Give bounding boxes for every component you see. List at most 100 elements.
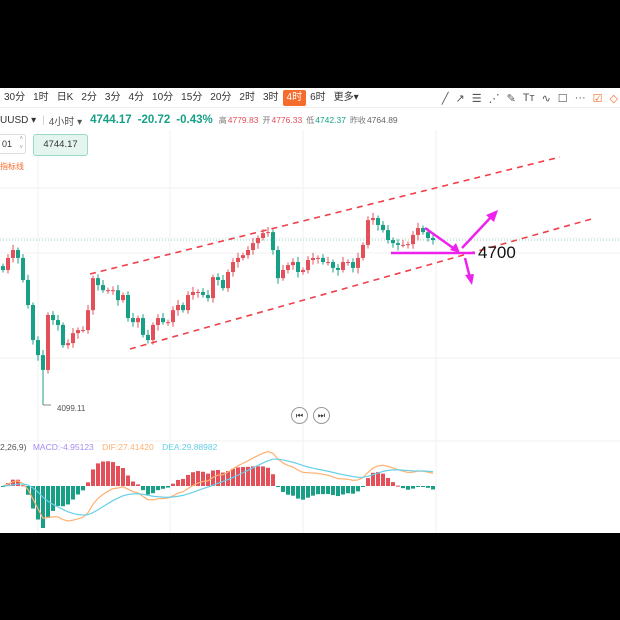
- candle-body: [431, 237, 435, 241]
- macd-histogram-bar: [216, 470, 220, 486]
- timeframe-3[interactable]: 2分: [81, 91, 97, 103]
- macd-histogram-bar: [16, 479, 20, 486]
- edit-icon[interactable]: ☑: [592, 92, 603, 105]
- candle-body: [346, 262, 350, 264]
- macd-histogram-bar: [186, 474, 190, 486]
- candle-body: [176, 305, 180, 311]
- candle-body: [166, 322, 170, 324]
- timeframe-12[interactable]: 6时: [310, 91, 326, 103]
- macd-histogram-bar: [211, 470, 215, 486]
- macd-histogram-bar: [311, 486, 315, 496]
- stepper-arrows-icon[interactable]: ˄ ˅: [19, 136, 23, 151]
- timeframe-7[interactable]: 15分: [181, 91, 203, 103]
- timeframe-13[interactable]: 更多▾: [333, 91, 359, 103]
- timeframe-0[interactable]: 30分: [4, 91, 26, 103]
- rectangle-icon[interactable]: ☐: [557, 92, 568, 105]
- timeframe-6[interactable]: 10分: [152, 91, 174, 103]
- period-selector[interactable]: 4小时 ▾: [48, 116, 83, 128]
- macd-histogram-bar: [66, 486, 70, 505]
- macd-histogram-bar: [221, 472, 225, 486]
- candle-body: [66, 343, 70, 346]
- macd-histogram-bar: [306, 486, 310, 498]
- macd-histogram-bar: [76, 486, 80, 495]
- candle-body: [76, 330, 80, 334]
- indicator-link[interactable]: 指标线: [0, 162, 24, 171]
- timeframe-8[interactable]: 20分: [210, 91, 232, 103]
- wave-icon[interactable]: ∿: [541, 92, 551, 105]
- macd-histogram-bar: [336, 486, 340, 497]
- candle-body: [186, 295, 190, 311]
- candlestick-chart[interactable]: [0, 88, 620, 533]
- candle-body: [396, 243, 400, 245]
- candle-body: [86, 310, 90, 331]
- eraser-icon[interactable]: ◇: [609, 92, 618, 105]
- macd-histogram-bar: [191, 472, 195, 486]
- candle-body: [216, 277, 220, 280]
- macd-histogram-bar: [316, 486, 320, 495]
- ray-icon[interactable]: ↗: [455, 92, 465, 105]
- number-stepper[interactable]: 01 ˄ ˅: [0, 134, 26, 154]
- candle-body: [251, 243, 255, 251]
- candle-body: [146, 334, 150, 341]
- pen-icon[interactable]: ✎: [506, 92, 516, 105]
- candle-body: [336, 267, 340, 270]
- chart-app: 30分 1时 日K 2分 3分 4分 10分 15分 20分 2时 3时 4时 6时 更多▾ ╱ ↗ ☰ ⋰ ✎ T…: [0, 88, 620, 533]
- macd-legend: 2,26,9) MACD:-4.95123 DIF:27.41420 DEA:2…: [0, 442, 217, 452]
- macd-params: 2,26,9): [0, 442, 27, 452]
- fan-icon[interactable]: ⋰: [488, 92, 500, 105]
- down-arrow-line: [424, 226, 457, 252]
- timeframe-1[interactable]: 1时: [33, 91, 49, 103]
- candle-body: [211, 277, 215, 299]
- candle-body: [26, 279, 30, 306]
- macd-histogram-bar: [81, 486, 85, 491]
- symbol-selector[interactable]: UUSD ▾: [0, 114, 37, 126]
- candle-body: [51, 314, 55, 321]
- candle-body: [21, 257, 25, 280]
- candle-body: [56, 320, 60, 325]
- macd-histogram-bar: [116, 465, 120, 486]
- macd-histogram-bar: [206, 473, 210, 486]
- candle-body: [286, 265, 290, 270]
- candle-body: [111, 290, 115, 292]
- timeframe-5[interactable]: 4分: [128, 91, 145, 103]
- candle-body: [356, 257, 360, 268]
- macd-histogram-bar: [376, 471, 380, 486]
- candle-body: [116, 290, 120, 301]
- open-label: 开: [262, 115, 271, 125]
- price-box[interactable]: 4744.17: [33, 134, 88, 156]
- macd-histogram-bar: [426, 486, 430, 488]
- candle-body: [136, 318, 140, 323]
- macd-histogram-bar: [391, 482, 395, 486]
- text-icon[interactable]: Tт: [522, 92, 535, 104]
- timeframe-10[interactable]: 3时: [262, 91, 279, 103]
- timeframe-11[interactable]: 4时: [282, 89, 307, 106]
- candle-body: [281, 269, 285, 279]
- candle-body: [406, 244, 410, 246]
- timeframe-4[interactable]: 3分: [104, 91, 121, 103]
- timeframe-2[interactable]: 日K: [56, 91, 74, 103]
- candle-body: [256, 237, 260, 244]
- stepper-value: 01: [2, 139, 13, 149]
- macd-histogram-bar: [61, 486, 65, 507]
- candle-body: [181, 305, 185, 311]
- candle-body: [231, 262, 235, 273]
- next-play-button[interactable]: ⏭: [313, 407, 330, 424]
- price-change: -20.72: [137, 114, 171, 126]
- parallel-channel-icon[interactable]: ☰: [471, 92, 482, 105]
- candle-body: [301, 269, 305, 273]
- macd-histogram-bar: [36, 486, 40, 520]
- macd-histogram-bar: [416, 486, 420, 487]
- candle-body: [426, 232, 430, 238]
- more-icon[interactable]: ···: [574, 92, 586, 104]
- timeframe-9[interactable]: 2时: [239, 91, 255, 103]
- candle-body: [321, 257, 325, 263]
- timeframe-toolbar: 30分 1时 日K 2分 3分 4分 10分 15分 20分 2时 3时 4时 6时 更多▾: [0, 88, 620, 108]
- prev-play-button[interactable]: ⏮: [291, 407, 308, 424]
- macd-histogram-bar: [431, 486, 435, 490]
- candle-body: [266, 232, 270, 234]
- candle-body: [156, 318, 160, 325]
- candle-body: [411, 234, 415, 245]
- line-icon[interactable]: ╱: [441, 92, 449, 105]
- candle-body: [91, 278, 95, 311]
- up-arrow-line: [461, 215, 493, 249]
